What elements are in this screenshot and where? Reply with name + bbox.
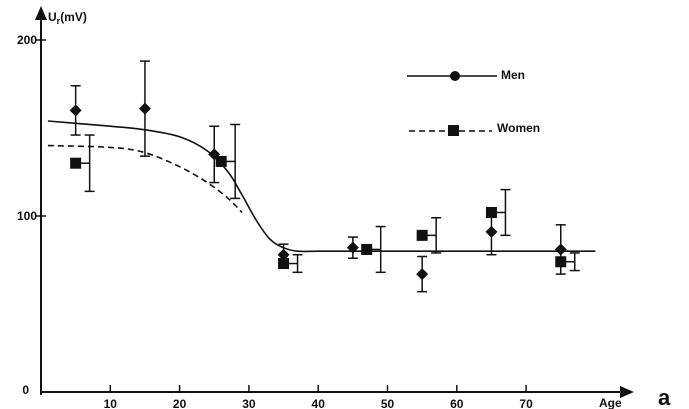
y-axis-title-symbol: U [48,10,57,24]
x-tick-label-50: 50 [381,397,395,409]
x-tick-label-10: 10 [104,397,118,409]
y-tick-label-200: 200 [17,33,37,47]
x-axis-title: Age [599,396,622,409]
x-tick-label-30: 30 [242,397,256,409]
men-point-1 [138,102,151,115]
women-error-bar-3 [366,225,386,274]
men-point-3 [277,248,290,261]
y-tick-label-100: 100 [17,209,37,223]
men-point-5 [416,268,429,281]
fit-curves [47,120,596,253]
men-point-0 [69,104,82,117]
y-axis-title: Ur(mV) [48,10,87,26]
x-tick-label-40: 40 [312,397,326,409]
x-tick-label-70: 70 [519,397,533,409]
women-point-4 [416,229,428,241]
legend: Men Women [407,68,540,136]
axes [35,6,634,398]
women-point-0 [70,157,82,169]
women-point-5 [485,206,497,218]
y-axis-title-subscript: r [57,16,61,26]
women-point-2 [278,258,290,270]
error-bars [70,60,580,293]
x-tick-label-20: 20 [173,397,187,409]
y-tick-label-0: 0 [22,383,29,397]
legend-women-marker [448,125,459,136]
panel-label: a [658,385,671,409]
women-point-3 [361,243,373,255]
women-point-1 [215,155,227,167]
ticks: 10 20 30 40 50 60 70 0 100 200 [17,33,533,409]
x-tick-label-60: 60 [450,397,464,409]
legend-men-label: Men [501,68,525,82]
men-point-4 [346,241,359,254]
y-axis-arrow [35,6,47,20]
legend-men-marker [450,71,460,81]
women-fit-curve [47,144,243,214]
x-axis-arrow [620,386,634,398]
men-fit-curve [47,120,596,253]
women-point-6 [555,256,567,268]
women-error-bar-1 [221,123,241,200]
y-axis-title-unit: (mV) [60,10,87,24]
men-point-7 [554,243,567,256]
legend-women-label: Women [497,121,540,135]
data-markers [69,102,567,281]
men-point-6 [485,225,498,238]
